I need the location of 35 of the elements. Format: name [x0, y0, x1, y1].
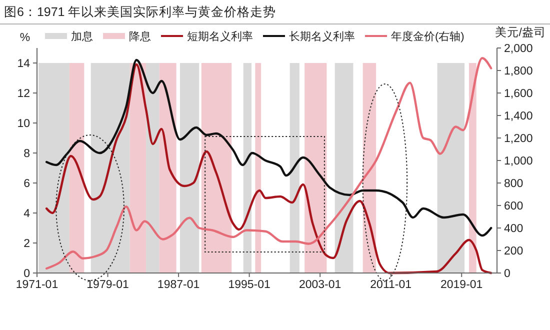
y-tick-label: 12	[17, 88, 30, 100]
y2-tick-label: 1,000	[504, 156, 533, 168]
x-tick-label: 1987-01	[157, 279, 200, 291]
y2-axis-title: 美元/盎司	[494, 25, 546, 39]
legend-label: 加息	[71, 30, 93, 43]
y-tick-label: 14	[17, 58, 31, 70]
y2-tick-label: 1,400	[504, 110, 533, 122]
y-tick-label: 10	[17, 118, 30, 130]
y-tick-label: 2	[24, 238, 30, 250]
y2-tick-label: 0	[504, 268, 510, 280]
legend-label: 降息	[129, 30, 151, 43]
y2-tick-label: 200	[504, 246, 524, 258]
y2-tick-label: 1,800	[504, 66, 533, 78]
chart-title: 图6：1971 年以来美国实际利率与黄金价格走势	[4, 4, 276, 19]
legend-label: 短期名义利率	[187, 30, 253, 43]
x-tick-label: 1979-01	[86, 279, 129, 291]
y2-tick-label: 800	[504, 178, 524, 190]
y2-tick-label: 2,000	[504, 43, 533, 55]
y2-tick-label: 600	[504, 200, 524, 212]
x-tick-label: 2003-01	[298, 279, 342, 291]
y-tick-label: 6	[24, 178, 30, 190]
y-tick-label: 0	[24, 268, 30, 280]
x-tick-label: 2019-01	[440, 279, 483, 291]
y-axis-title: %	[20, 32, 30, 44]
y2-tick-label: 1,600	[504, 88, 533, 100]
y2-tick-label: 400	[504, 223, 524, 235]
legend-label: 长期名义利率	[289, 30, 355, 43]
x-tick-label: 1971-01	[16, 279, 58, 291]
y2-tick-label: 1,200	[504, 133, 533, 145]
line-series	[45, 58, 492, 237]
legend-label: 年度金价(右轴)	[391, 30, 464, 43]
y-tick-label: 4	[24, 208, 31, 220]
x-tick-label: 1995-01	[228, 279, 270, 291]
y-tick-label: 8	[24, 148, 30, 160]
x-tick-label: 2011-01	[370, 279, 412, 291]
